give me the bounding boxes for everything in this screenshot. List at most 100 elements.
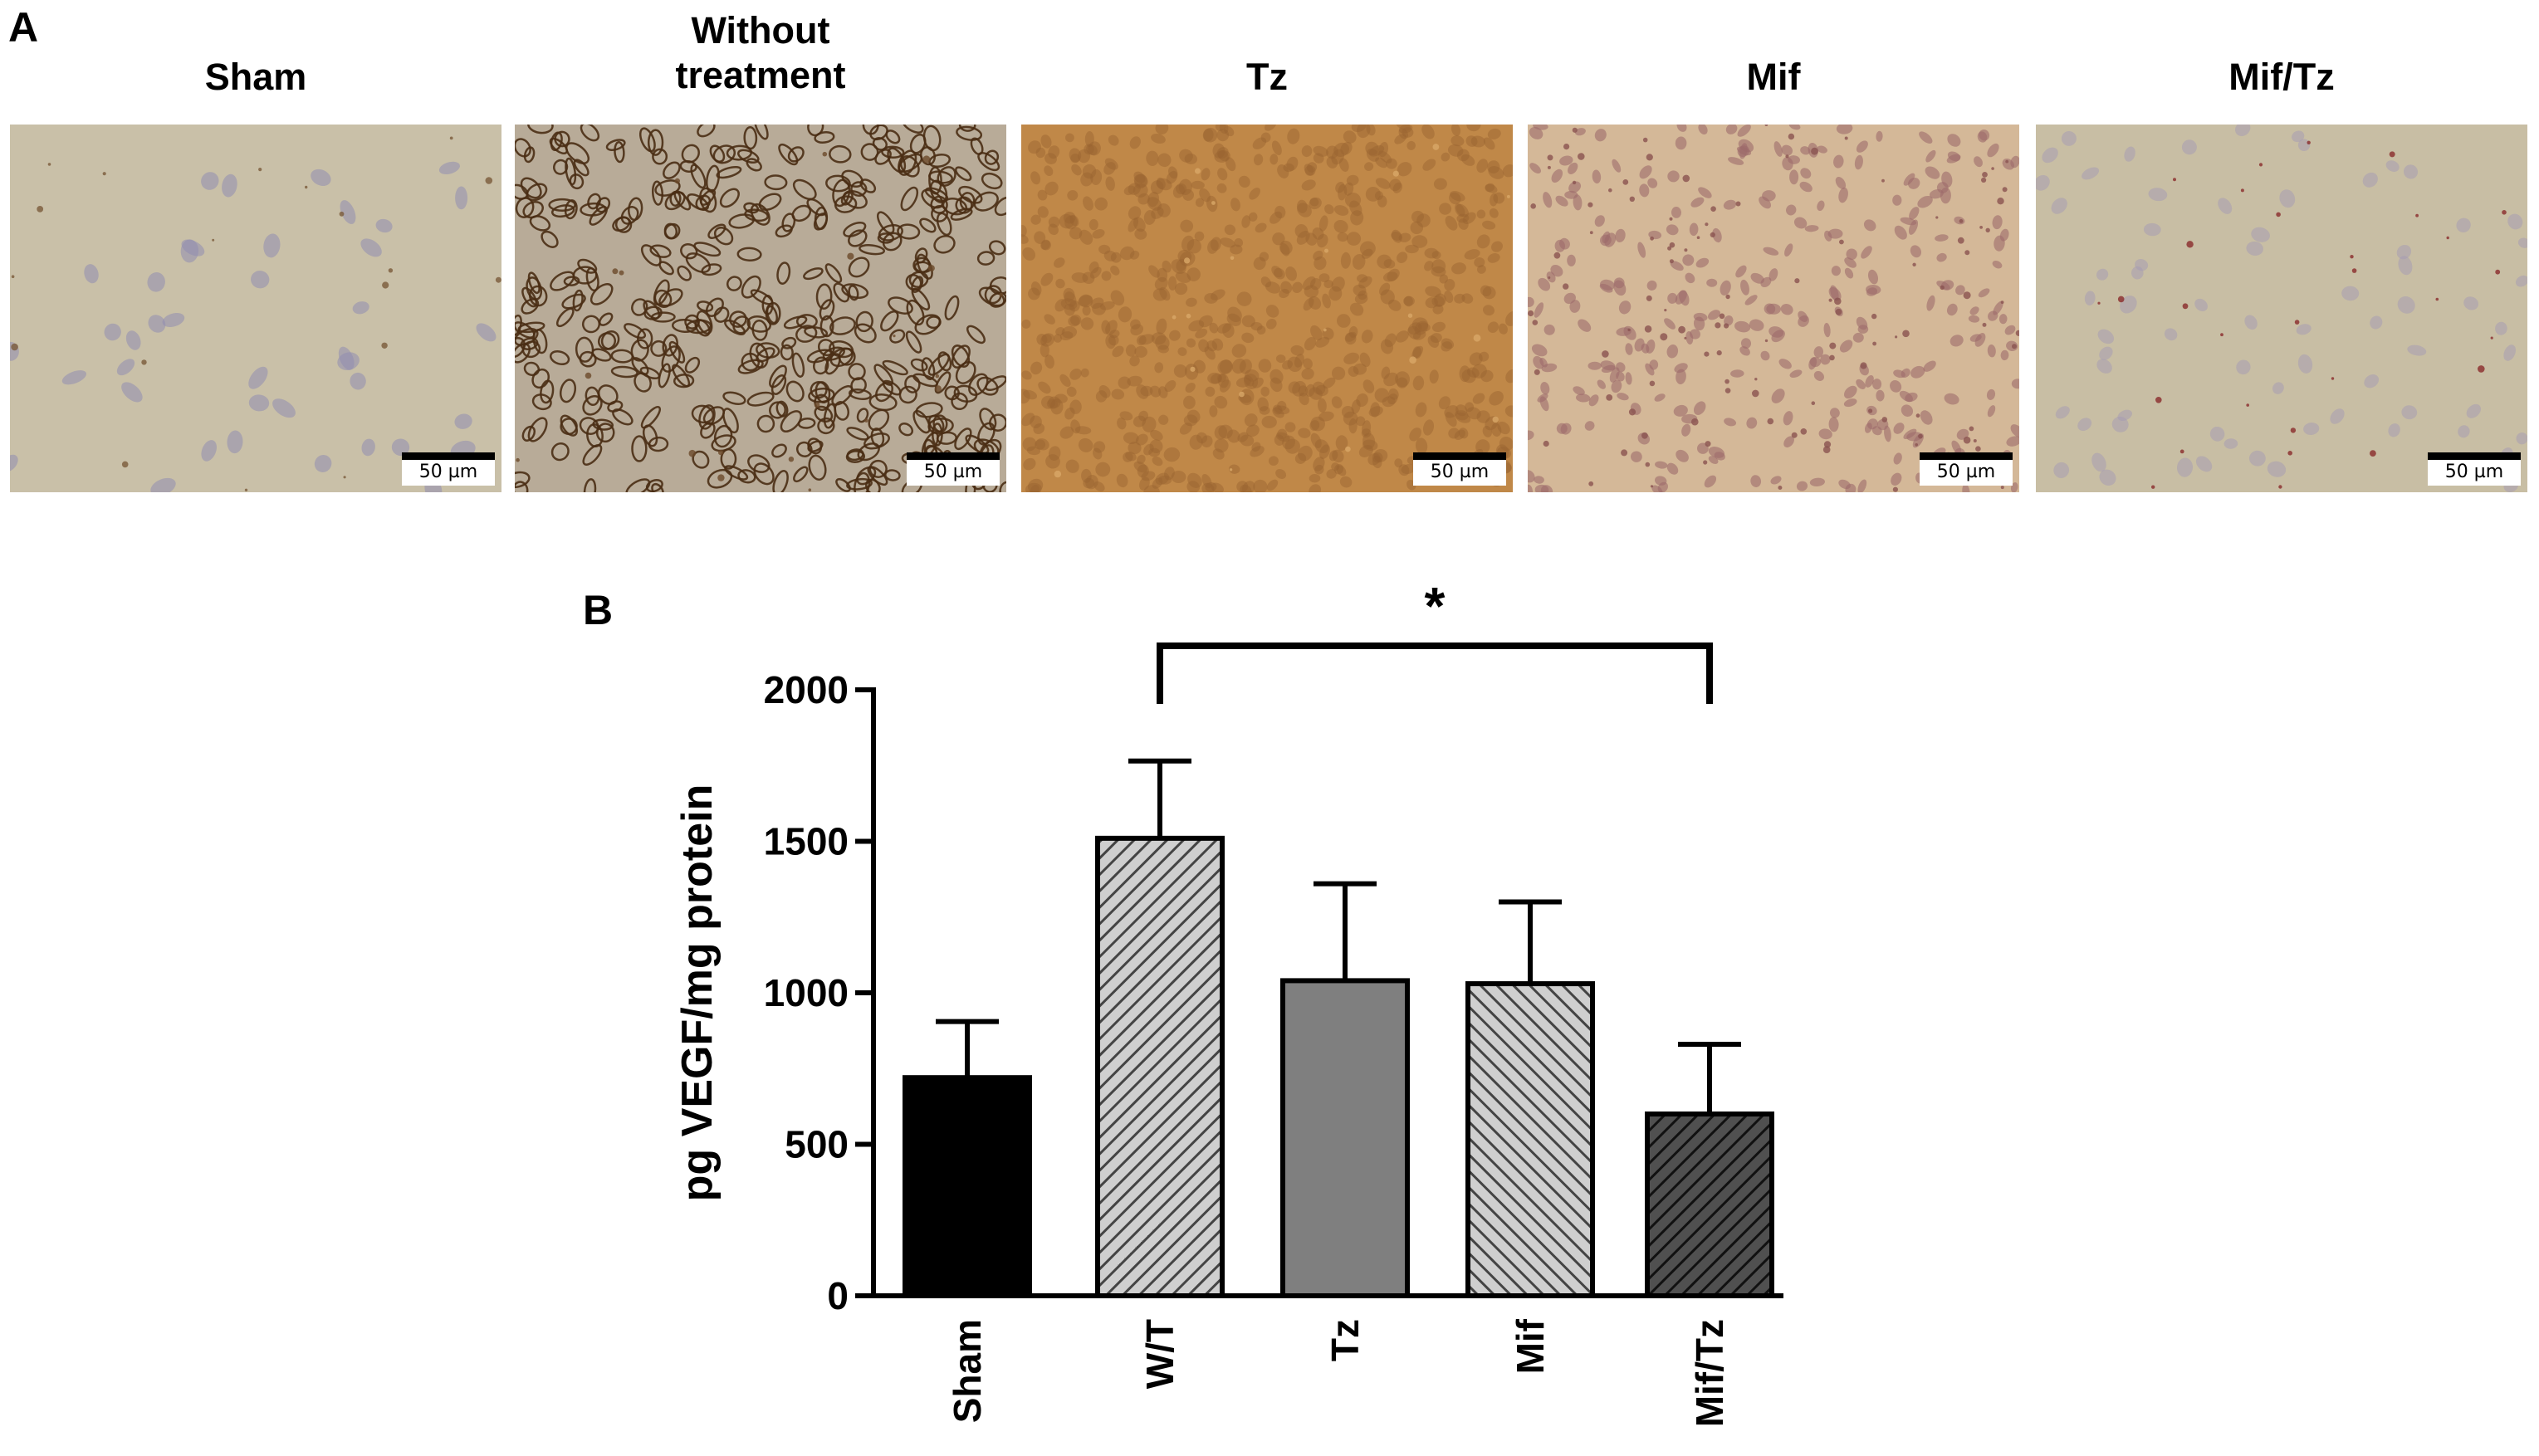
cell-nucleus xyxy=(1430,333,1442,344)
cell-nucleus xyxy=(1186,238,1201,254)
cell-nucleus xyxy=(1183,414,1198,427)
cell-nucleus xyxy=(1455,410,1469,421)
cell-nucleus xyxy=(728,213,755,229)
cell-nucleus xyxy=(1377,254,1392,269)
cell-nucleus xyxy=(1461,293,1474,304)
cell-nucleus xyxy=(1315,384,1328,397)
cell-nucleus xyxy=(658,363,671,388)
cell-nucleus xyxy=(1065,133,1074,143)
cell-nucleus xyxy=(1234,237,1244,247)
cell-nucleus xyxy=(1411,317,1429,333)
cell-nucleus xyxy=(1186,481,1200,492)
cell-nucleus xyxy=(529,215,551,232)
cell-nucleus xyxy=(1069,300,1080,312)
cell-nucleus xyxy=(1331,396,1343,408)
cell-nucleus xyxy=(1313,457,1325,471)
cell-nucleus xyxy=(1277,400,1287,412)
cell-nucleus xyxy=(526,183,548,202)
cell-nucleus xyxy=(1182,188,1195,201)
cell-nucleus xyxy=(1071,164,1082,176)
cell-nucleus xyxy=(1789,369,1803,379)
x-tick-label-w-t: W/T xyxy=(1138,1319,1181,1389)
cell-nucleus xyxy=(1502,164,1513,178)
cell-nucleus xyxy=(1296,199,1308,213)
cell-nucleus xyxy=(2099,346,2113,360)
cell-nucleus xyxy=(677,265,692,281)
stain-spot xyxy=(388,268,394,273)
micrograph-tz: 50 µm xyxy=(1021,125,1513,492)
cell-nucleus xyxy=(1069,214,1079,227)
stain-spot xyxy=(1764,339,1768,343)
cell-nucleus xyxy=(1125,344,1137,357)
cell-nucleus xyxy=(841,169,863,188)
cell-nucleus xyxy=(1179,423,1192,435)
stain-spot xyxy=(1324,248,1328,253)
cell-nucleus xyxy=(1148,265,1160,278)
cell-nucleus xyxy=(1299,392,1309,406)
cell-nucleus xyxy=(1217,374,1226,383)
cell-nucleus xyxy=(824,263,843,284)
stain-spot xyxy=(1641,432,1648,439)
cell-nucleus xyxy=(1186,338,1196,348)
cell-nucleus xyxy=(848,257,870,278)
cell-nucleus xyxy=(1086,144,1098,155)
cell-nucleus xyxy=(1063,287,1075,302)
cell-nucleus xyxy=(981,172,1003,190)
cell-nucleus xyxy=(1978,288,1990,298)
cell-nucleus xyxy=(1055,278,1065,289)
cell-nucleus xyxy=(523,146,536,164)
cell-nucleus xyxy=(1431,321,1446,333)
stain-spot xyxy=(788,457,795,462)
stain-spot xyxy=(2186,241,2194,248)
cell-nucleus xyxy=(1105,320,1118,335)
stain-spot xyxy=(1735,201,1741,207)
panel-a-letter: A xyxy=(8,4,39,51)
cell-nucleus xyxy=(1799,181,1813,193)
cell-nucleus xyxy=(1986,388,1996,400)
cell-nucleus xyxy=(1166,170,1178,184)
stain-spot xyxy=(1892,486,1898,492)
cell-nucleus xyxy=(1195,198,1205,208)
micrograph-sham: 50 µm xyxy=(10,125,501,492)
cell-nucleus xyxy=(988,240,1006,256)
cell-nucleus xyxy=(797,418,816,429)
cell-nucleus xyxy=(1391,232,1402,241)
cell-nucleus xyxy=(1258,359,1272,373)
stain-spot xyxy=(1724,379,1729,384)
stain-spot xyxy=(1646,154,1653,161)
cell-nucleus xyxy=(2517,237,2527,248)
cell-nucleus xyxy=(1255,222,1267,233)
cell-nucleus xyxy=(1313,153,1324,164)
cell-nucleus xyxy=(550,131,563,152)
stain-spot xyxy=(1800,428,1808,435)
cell-nucleus xyxy=(1186,409,1201,423)
cell-nucleus xyxy=(1193,359,1206,374)
cell-nucleus xyxy=(1704,475,1717,488)
cell-nucleus xyxy=(1326,156,1338,169)
cell-nucleus xyxy=(1198,315,1213,328)
stain-spot xyxy=(1239,391,1245,398)
cell-nucleus xyxy=(1466,125,1481,132)
cell-nucleus xyxy=(361,438,375,457)
cell-nucleus xyxy=(1587,361,1602,370)
cell-nucleus xyxy=(2053,462,2070,478)
cell-nucleus xyxy=(1839,340,1853,353)
stain-spot xyxy=(1822,446,1831,453)
cell-nucleus xyxy=(1336,465,1347,476)
cell-nucleus xyxy=(1323,280,1333,289)
cell-nucleus xyxy=(1760,350,1770,361)
cell-nucleus xyxy=(1441,152,1451,162)
cell-nucleus xyxy=(1273,404,1283,415)
cell-nucleus xyxy=(1464,249,1480,260)
cell-nucleus xyxy=(1397,377,1408,388)
stain-spot xyxy=(2220,333,2223,337)
cell-nucleus xyxy=(1600,360,1616,371)
cell-nucleus xyxy=(1403,296,1415,306)
stain-spot xyxy=(1704,351,1710,357)
cell-nucleus xyxy=(1451,125,1461,136)
cell-nucleus xyxy=(1800,168,1812,179)
stain-spot xyxy=(1230,256,1235,261)
stain-spot xyxy=(1682,174,1690,183)
cell-nucleus xyxy=(1531,344,1548,357)
cell-nucleus xyxy=(1425,297,1438,309)
